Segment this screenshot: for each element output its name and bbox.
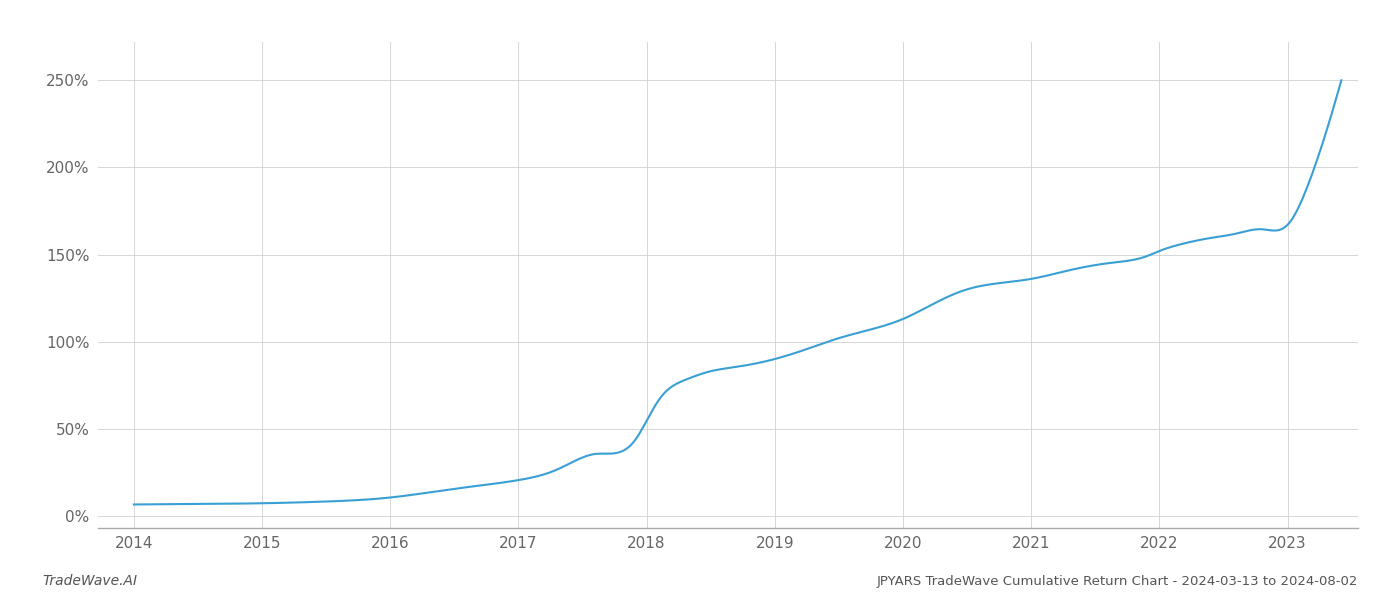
Text: JPYARS TradeWave Cumulative Return Chart - 2024-03-13 to 2024-08-02: JPYARS TradeWave Cumulative Return Chart… — [876, 575, 1358, 588]
Text: TradeWave.AI: TradeWave.AI — [42, 574, 137, 588]
